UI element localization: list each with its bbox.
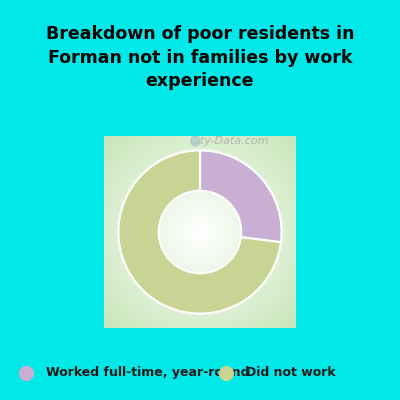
Point	[223, 370, 229, 376]
Wedge shape	[118, 150, 281, 314]
Text: Breakdown of poor residents in
Forman not in families by work
experience: Breakdown of poor residents in Forman no…	[46, 25, 354, 90]
Point	[243, 144, 249, 151]
Point	[23, 370, 29, 376]
Text: Did not work: Did not work	[246, 366, 336, 380]
Wedge shape	[200, 150, 282, 242]
Text: City-Data.com: City-Data.com	[189, 136, 268, 146]
Text: Worked full-time, year-round: Worked full-time, year-round	[46, 366, 250, 380]
